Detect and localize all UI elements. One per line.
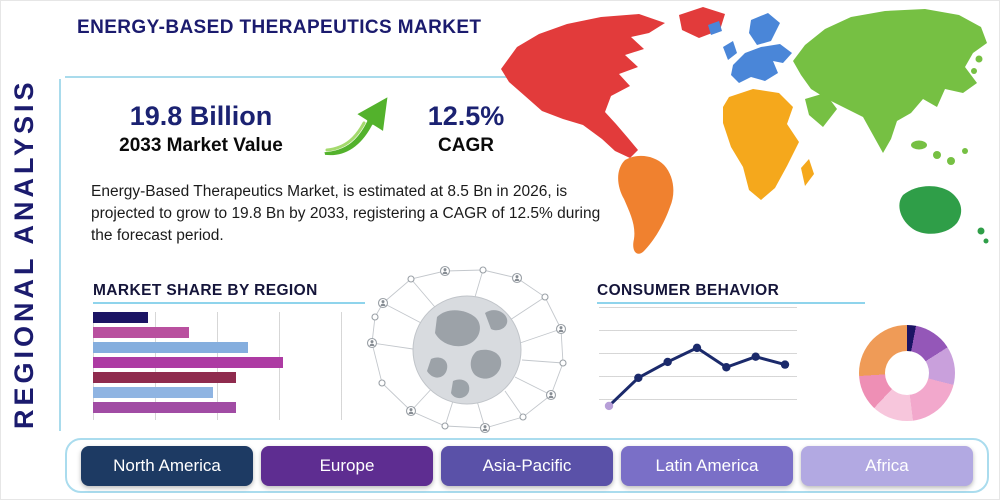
line-chart-point [692,343,702,353]
market-share-bar [93,357,283,368]
map-scandinavia [749,13,780,45]
map-australia [899,186,962,234]
line-chart-point [780,360,790,369]
map-arabian-peninsula [805,93,837,127]
map-japan [975,55,983,63]
market-value-stat: 19.8 Billion 2033 Market Value [87,101,315,157]
consumer-line-svg [604,343,790,411]
map-iceland [708,21,722,35]
map-new-zealand [977,227,985,235]
market-share-heading: MARKET SHARE BY REGION [93,282,318,299]
network-person-icons [369,268,564,431]
cagr-caption: CAGR [438,135,494,156]
region-button-asia-pacific[interactable]: Asia-Pacific [441,445,613,486]
region-button-africa[interactable]: Africa [801,445,973,486]
consumer-behavior-heading: CONSUMER BEHAVIOR [597,282,780,299]
map-new-zealand [983,238,989,244]
map-british-isles [723,41,737,60]
map-southeast-asia [911,140,927,150]
market-description: Energy-Based Therapeutics Market, is est… [91,183,601,244]
market-share-bar [93,372,237,383]
line-chart-point [722,363,731,372]
market-share-bar [93,312,149,323]
map-island [962,148,968,154]
region-button-latin-america[interactable]: Latin America [621,445,793,486]
line-chart-point [663,357,672,367]
market-share-bar [93,402,237,413]
map-island [947,157,955,165]
market-share-bar [93,342,248,353]
market-share-bar [93,387,213,398]
map-asia [793,9,987,153]
map-africa [723,89,799,200]
line-chart-point [634,373,643,382]
region-button-europe[interactable]: Europe [261,445,433,486]
consumer-behavior-underline [597,302,865,304]
market-value-caption: 2033 Market Value [119,135,283,156]
page-title: ENERGY-BASED THERAPEUTICS MARKET [77,17,482,38]
line-chart-point [604,401,614,411]
top-accent-line [65,76,601,78]
donut-hole [885,351,929,395]
globe-continents [427,310,508,399]
region-button-north-america[interactable]: North America [81,445,253,486]
growth-arrow-icon [321,93,391,158]
map-madagascar [801,159,814,186]
globe-network-graphic [366,265,567,434]
cagr-stat: 12.5% CAGR [407,101,525,157]
region-buttons-bar: North America Europe Asia-Pacific Latin … [65,438,989,493]
vertical-section-label: REGIONAL ANALYSIS [9,78,39,429]
map-europe [731,44,792,83]
market-share-bar-chart [93,312,385,420]
map-north-america [501,14,665,158]
map-island [933,151,941,159]
cagr-value: 12.5% [427,101,505,131]
line-chart-point [751,352,760,361]
market-share-underline [93,302,365,304]
regional-donut-chart [859,325,955,421]
map-south-america [618,155,674,254]
market-share-bar [93,327,190,338]
market-value: 19.8 Billion [129,101,273,131]
map-japan [971,68,977,74]
left-accent-line [59,79,61,431]
consumer-behavior-line-chart [599,307,797,421]
world-map [501,7,989,254]
